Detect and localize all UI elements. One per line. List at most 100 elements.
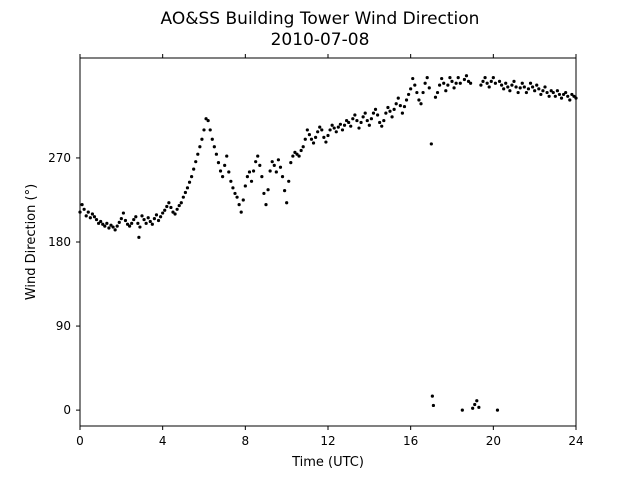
data-point — [318, 125, 322, 129]
data-point — [88, 216, 92, 220]
data-point — [342, 123, 347, 127]
data-point — [181, 195, 185, 199]
data-point — [84, 214, 88, 218]
data-point — [134, 215, 138, 219]
data-point — [500, 83, 504, 87]
data-point — [247, 170, 252, 174]
data-point — [202, 128, 206, 132]
data-point — [107, 226, 111, 230]
data-point — [231, 186, 235, 190]
data-point — [347, 120, 351, 125]
data-point — [214, 152, 218, 156]
data-point — [268, 169, 272, 173]
data-point — [413, 83, 417, 87]
data-point — [555, 89, 560, 93]
data-point — [245, 175, 249, 179]
data-point — [365, 118, 369, 123]
data-point — [324, 140, 328, 144]
data-point — [543, 85, 547, 89]
data-point — [256, 154, 260, 158]
data-point — [485, 81, 489, 85]
data-point — [196, 152, 200, 156]
data-point — [260, 175, 264, 179]
data-point — [221, 175, 225, 179]
data-point — [471, 406, 475, 410]
data-point — [293, 150, 297, 154]
data-point — [169, 205, 173, 210]
data-point — [518, 86, 522, 90]
data-point — [229, 179, 233, 183]
data-point — [150, 222, 154, 226]
data-point — [241, 198, 245, 202]
data-point — [431, 403, 435, 408]
data-point — [541, 89, 545, 93]
data-point — [533, 89, 537, 93]
data-point — [493, 81, 497, 85]
data-point — [311, 141, 316, 145]
data-point — [545, 90, 549, 95]
data-point — [466, 79, 471, 83]
data-point — [566, 94, 570, 98]
data-point — [415, 90, 419, 95]
data-point — [303, 137, 307, 141]
data-point — [148, 219, 152, 224]
data-point — [522, 85, 526, 89]
data-point — [442, 81, 446, 85]
data-point — [316, 130, 320, 134]
data-point — [373, 107, 378, 111]
data-point — [526, 87, 531, 91]
x-tick-label: 4 — [159, 434, 167, 448]
data-point — [258, 163, 262, 168]
x-tick-label: 20 — [486, 434, 501, 448]
data-point — [254, 160, 258, 164]
data-point — [353, 113, 357, 117]
data-point — [433, 95, 438, 99]
data-point — [233, 191, 237, 196]
data-point — [173, 212, 177, 216]
data-point — [262, 191, 266, 196]
chart-title: AO&SS Building Tower Wind Direction — [161, 9, 480, 29]
data-point — [283, 189, 287, 193]
data-point — [105, 221, 109, 225]
data-point — [524, 90, 529, 95]
data-point — [557, 92, 562, 97]
data-point — [314, 135, 318, 139]
data-point — [101, 222, 105, 226]
data-point — [210, 137, 214, 141]
y-tick-label: 90 — [56, 319, 71, 333]
data-point — [270, 160, 274, 164]
data-point — [553, 94, 557, 98]
data-point — [274, 170, 278, 174]
data-point — [562, 92, 566, 97]
x-tick-label: 12 — [320, 434, 335, 448]
data-point — [125, 222, 130, 226]
data-point — [111, 225, 115, 229]
data-point — [299, 148, 303, 153]
y-tick-label: 270 — [48, 151, 71, 165]
data-point — [295, 152, 299, 156]
x-axis-label: Time (UTC) — [291, 455, 364, 470]
data-point — [508, 89, 512, 93]
data-point — [425, 76, 429, 80]
data-point — [419, 102, 423, 106]
data-point — [332, 126, 336, 130]
data-point — [206, 118, 210, 123]
data-point — [411, 76, 415, 81]
data-point — [177, 203, 181, 208]
data-point — [137, 235, 141, 239]
data-point — [330, 123, 334, 127]
data-point — [103, 224, 107, 228]
data-point — [454, 81, 458, 85]
data-point — [161, 211, 165, 215]
data-point — [297, 154, 301, 158]
data-point — [117, 220, 121, 224]
data-point — [216, 161, 221, 165]
data-point — [138, 225, 142, 229]
data-point — [396, 96, 400, 100]
data-point — [423, 81, 427, 85]
data-point — [208, 128, 212, 132]
data-point — [249, 179, 254, 183]
data-point — [264, 203, 268, 207]
scatter-points — [78, 74, 578, 412]
data-point — [278, 165, 283, 169]
